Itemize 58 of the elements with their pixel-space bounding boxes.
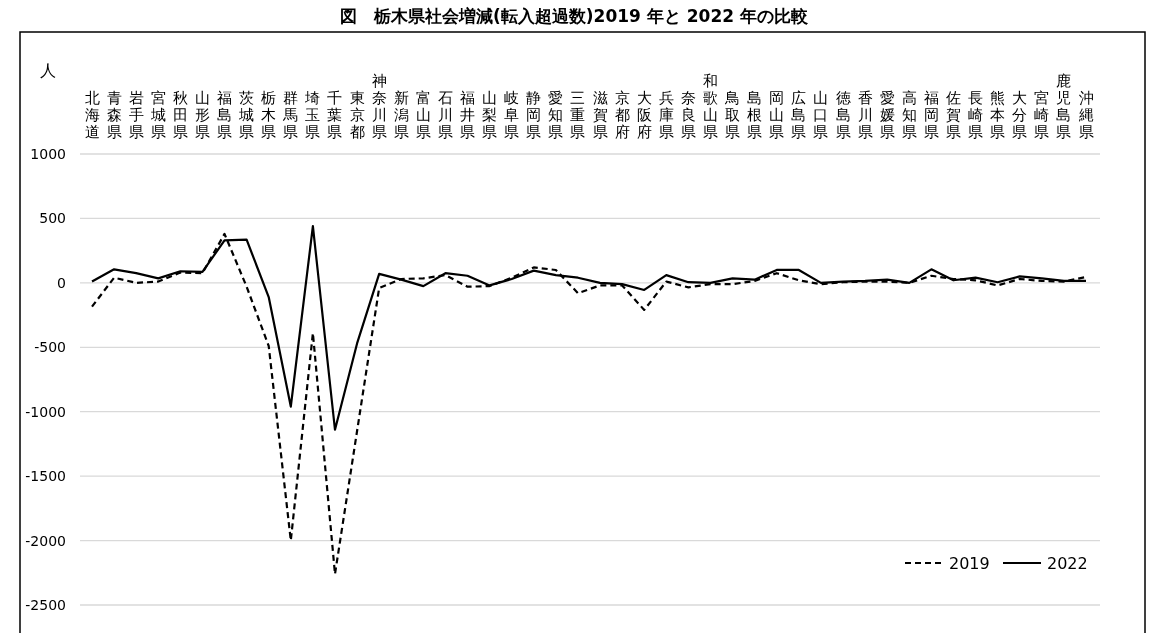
x-tick-label: 鹿児島県 [1056, 72, 1072, 141]
x-tick-label: 宮城県 [149, 89, 166, 141]
x-tick-label: 北海道 [84, 89, 100, 141]
x-tick-label: 石川県 [437, 89, 453, 141]
x-tick-label: 高知県 [901, 89, 917, 141]
x-tick-label: 広島県 [791, 89, 807, 141]
x-tick-label: 大阪府 [636, 89, 652, 141]
x-tick-label: 福島県 [217, 89, 233, 141]
y-tick-label: -1000 [25, 403, 66, 420]
x-tick-label: 千葉県 [327, 89, 343, 141]
x-tick-label: 栃木県 [261, 89, 277, 141]
x-tick-label: 茨城県 [238, 89, 255, 141]
x-tick-label: 奈良県 [680, 89, 696, 141]
x-tick-label: 岐阜県 [504, 89, 520, 141]
y-tick-label: -2000 [25, 532, 66, 549]
x-tick-label: 群馬県 [282, 89, 299, 141]
x-tick-label: 長崎県 [968, 89, 984, 141]
x-tick-label: 徳島県 [835, 89, 851, 141]
legend-label: 2022 [1047, 554, 1088, 573]
x-tick-label: 愛知県 [548, 89, 564, 141]
x-tick-label: 兵庫県 [658, 89, 674, 141]
x-tick-label: 秋田県 [172, 89, 188, 141]
y-tick-label: 500 [39, 210, 66, 227]
x-tick-label: 愛媛県 [879, 89, 895, 141]
legend-label: 2019 [949, 554, 990, 573]
x-tick-label: 和歌山県 [702, 72, 718, 141]
x-tick-label: 大分県 [1012, 89, 1028, 141]
y-axis-title: 人 [40, 61, 56, 80]
y-tick-label: -500 [34, 339, 66, 356]
x-tick-label: 岡山県 [769, 89, 785, 141]
x-tick-label: 山梨県 [482, 89, 498, 141]
x-tick-label: 島根県 [747, 89, 763, 141]
y-tick-label: -2500 [25, 597, 66, 613]
chart-title: 図 栃木県社会増減(転入超過数)2019 年と 2022 年の比較 [340, 6, 809, 26]
x-tick-label: 岩手県 [128, 89, 144, 141]
x-tick-label: 鳥取県 [724, 89, 741, 141]
x-tick-label: 新潟県 [393, 89, 409, 141]
x-tick-label: 佐賀県 [945, 89, 961, 141]
y-tick-label: -1500 [25, 468, 66, 485]
x-tick-label: 福井県 [460, 89, 476, 141]
x-tick-label: 富山県 [415, 89, 431, 141]
x-tick-label: 滋賀県 [592, 89, 608, 141]
x-tick-label: 沖縄県 [1077, 89, 1094, 141]
x-tick-label: 京都府 [614, 89, 630, 141]
y-tick-label: 1000 [30, 146, 66, 162]
y-tick-label: 0 [57, 274, 66, 291]
x-tick-label: 香川県 [857, 89, 873, 141]
x-tick-label: 山口県 [813, 89, 829, 141]
x-tick-label: 埼玉県 [304, 89, 321, 141]
x-tick-label: 静岡県 [526, 89, 542, 141]
x-tick-label: 三重県 [570, 89, 586, 141]
x-tick-label: 福岡県 [923, 89, 939, 141]
x-tick-label: 熊本県 [990, 89, 1006, 141]
x-tick-label: 宮崎県 [1034, 89, 1050, 141]
x-tick-label: 神奈川県 [371, 72, 387, 141]
x-tick-label: 東京都 [349, 89, 365, 141]
x-tick-label: 青森県 [106, 89, 122, 141]
x-tick-label: 山形県 [194, 89, 210, 141]
